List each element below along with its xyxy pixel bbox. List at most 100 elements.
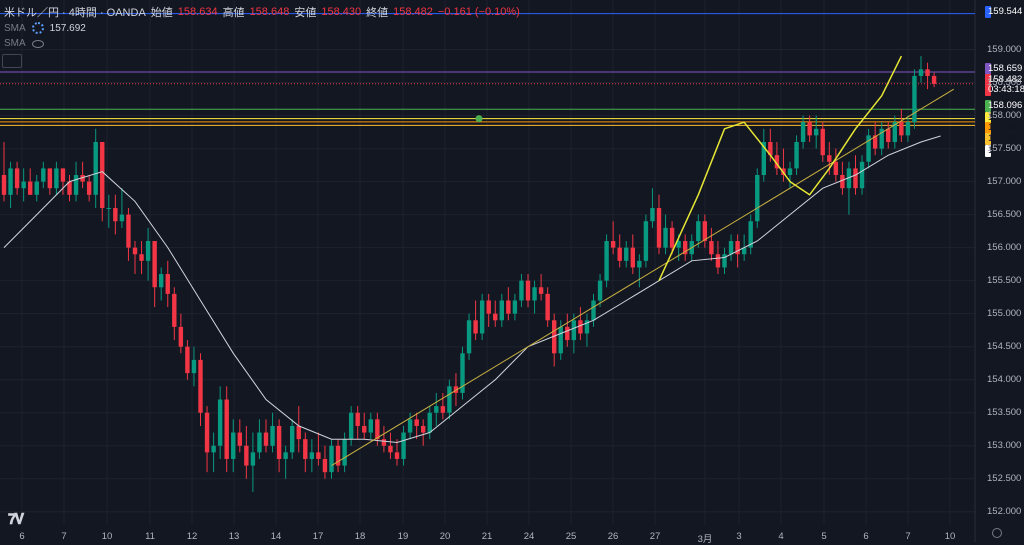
candle-body	[748, 221, 753, 248]
candle-body	[309, 452, 315, 459]
price-tick-label: 158.000	[987, 109, 1022, 121]
candle-body	[519, 280, 524, 301]
indicator-name: SMA	[4, 38, 26, 49]
time-tick-label: 5	[821, 531, 827, 542]
candle-body	[532, 287, 537, 301]
candle-body	[1, 175, 7, 195]
candle-body	[866, 135, 871, 162]
candle-body	[132, 247, 138, 255]
candle-body	[650, 208, 655, 222]
ohlc-low-label: 安値	[294, 7, 317, 19]
candle-body	[807, 122, 812, 136]
candle-body	[827, 155, 832, 162]
time-tick-label: 19	[397, 531, 409, 542]
candle-body	[466, 320, 472, 354]
candle-body	[859, 161, 865, 189]
ohlc-low-value: 158.430	[321, 6, 362, 18]
candle-body	[178, 326, 184, 347]
candle-body	[545, 293, 550, 321]
candle-body	[270, 425, 275, 446]
candle-body	[761, 141, 766, 175]
candle-body	[375, 419, 380, 440]
time-tick-label: 14	[270, 531, 282, 542]
price-label-tag: 157.851	[985, 133, 1022, 145]
candle-body	[879, 128, 884, 149]
candle-body	[683, 241, 688, 255]
candle-body	[512, 300, 518, 314]
candle-body	[800, 122, 806, 142]
ohlc-close-value: 158.482	[393, 6, 433, 18]
candle-body	[597, 280, 603, 301]
candle-body	[525, 280, 531, 301]
price-tick-label: 154.000	[987, 373, 1022, 385]
candle-body	[722, 254, 727, 268]
ohlc-open-label: 始値	[150, 7, 173, 19]
candle-body	[637, 260, 642, 268]
time-tick-label: 4	[778, 531, 784, 542]
candle-body	[584, 320, 590, 334]
candle-body	[8, 168, 13, 195]
candle-body	[159, 274, 164, 288]
axis-settings-icon[interactable]	[992, 528, 1002, 538]
candle-body	[388, 445, 393, 453]
candle-body	[290, 425, 295, 453]
candle-body	[211, 445, 216, 453]
candle-body	[296, 425, 301, 440]
candle-body	[486, 300, 491, 314]
candle-body	[820, 128, 825, 156]
candle-body	[355, 412, 360, 426]
candle-body	[172, 293, 177, 327]
price-label-tag: 159.544	[985, 6, 1022, 18]
candle-body	[840, 175, 845, 189]
candle-body	[139, 254, 144, 261]
candle-body	[257, 432, 262, 453]
candle-body	[54, 168, 59, 189]
candle-body	[401, 432, 406, 459]
candle-body	[316, 452, 321, 459]
candle-body	[47, 168, 53, 189]
symbol-title[interactable]: 米ドル／円 · 4時間 · OANDA	[4, 7, 146, 19]
candle-body	[696, 221, 701, 242]
tradingview-logo-icon[interactable]: 𝟕𝐕	[8, 510, 24, 528]
candle-body	[610, 241, 616, 248]
candle-body	[191, 359, 197, 374]
candle-body	[86, 181, 92, 195]
candle-body	[244, 445, 249, 466]
candle-body	[303, 439, 308, 459]
candle-body	[231, 432, 236, 459]
time-tick-label: 12	[186, 531, 198, 542]
time-tick-label: 3	[736, 531, 742, 542]
indicator-sma-1[interactable]: SMA 157.692	[4, 22, 86, 34]
price-tick-label: 157.000	[987, 175, 1022, 187]
time-tick-label: 20	[439, 531, 451, 542]
time-tick-label: 27	[649, 531, 661, 542]
candle-body	[741, 247, 747, 255]
candle-body	[617, 247, 622, 261]
candle-body	[473, 320, 478, 334]
indicator-sma-2[interactable]: SMA	[4, 38, 44, 49]
candle-body	[421, 425, 426, 433]
candle-body	[237, 432, 242, 446]
settings-icon[interactable]	[31, 22, 44, 34]
candle-body	[28, 181, 33, 195]
candle-body	[113, 208, 118, 222]
price-tick-label: 153.000	[987, 439, 1022, 451]
alert-marker-icon	[475, 115, 483, 123]
price-label-tag: 157.904	[985, 122, 1022, 134]
time-tick-label: 13	[228, 531, 240, 542]
candle-body	[571, 320, 577, 341]
candle-body	[624, 247, 629, 261]
candle-body	[106, 208, 111, 210]
visibility-icon[interactable]	[31, 39, 44, 48]
collapse-legend-button[interactable]	[2, 54, 22, 68]
candle-body	[925, 69, 930, 76]
candle-body	[768, 141, 773, 156]
candle-body	[663, 227, 668, 248]
time-tick-label: 25	[565, 531, 577, 542]
candle-body	[447, 386, 452, 413]
candle-body	[872, 135, 878, 149]
candle-body	[479, 300, 485, 334]
candle-body	[152, 241, 157, 288]
candle-body	[676, 241, 681, 248]
